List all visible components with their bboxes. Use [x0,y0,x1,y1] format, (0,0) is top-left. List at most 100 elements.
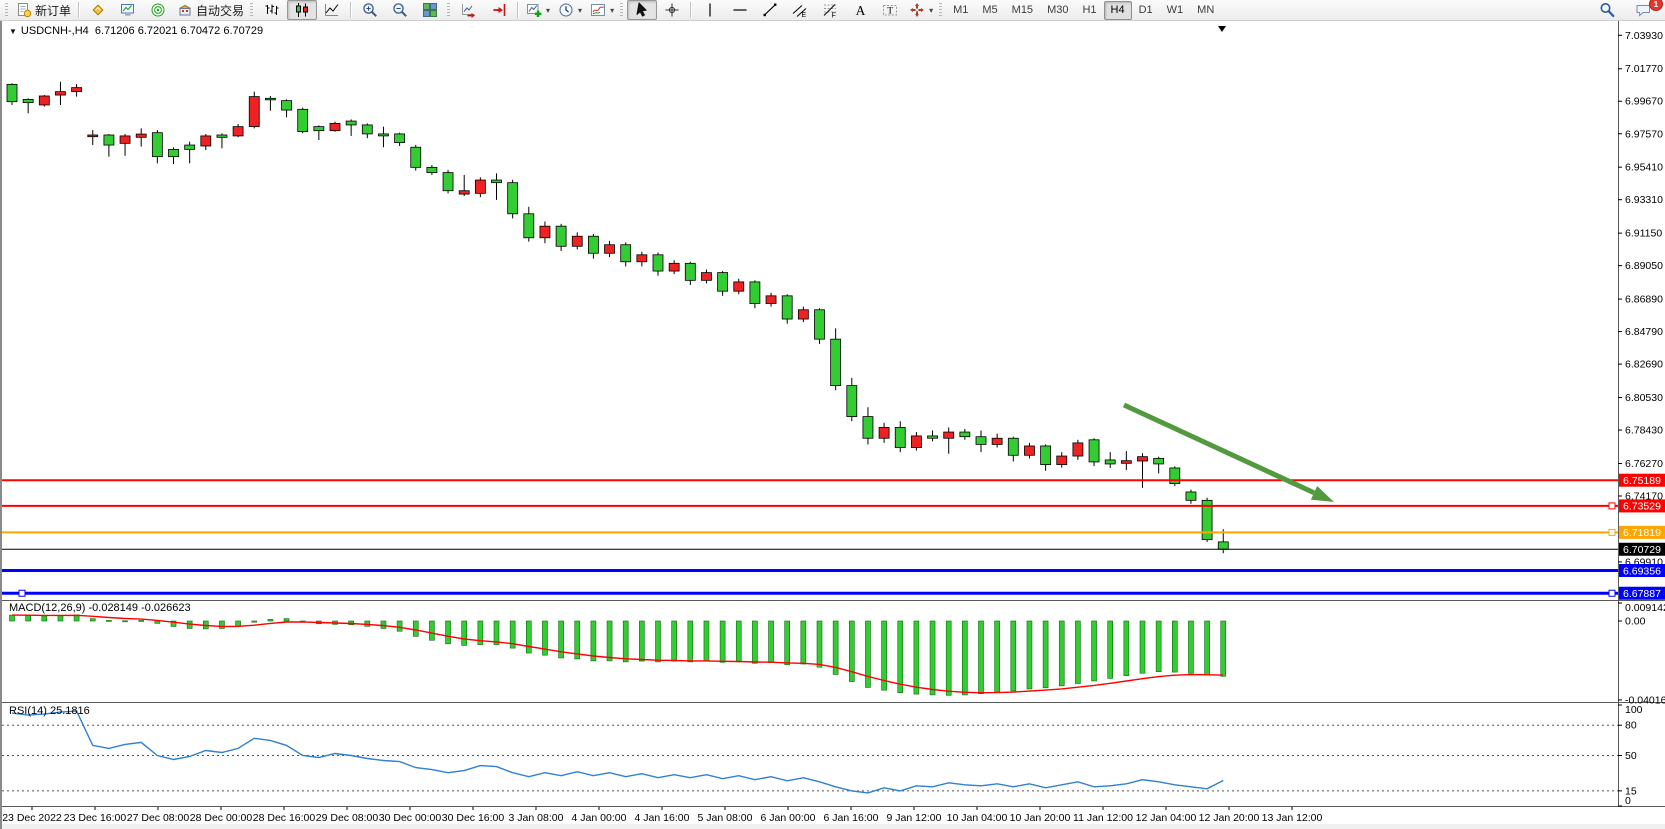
fibonacci-button[interactable]: F [815,0,845,20]
macd-bar [897,620,904,694]
timeframe-button-m15[interactable]: M15 [1011,4,1034,16]
template-button[interactable]: ▾ [586,0,618,20]
dropdown-caret-icon: ▾ [610,5,615,15]
toolbar-grip [5,3,8,17]
macd-bar [832,620,839,675]
chart-window: 7.03930 7.01770 6.99670 6.97570 6.95410 6.933… [0,21,1665,829]
candle-body [523,213,535,239]
svg-text:0: 0 [1625,795,1631,807]
macd-bar [106,620,112,622]
timeframe-button-m5[interactable]: M5 [982,4,998,16]
candle-body [1056,455,1068,465]
arrows-button[interactable]: ▾ [905,0,937,20]
candle-body [959,431,971,438]
line-handle[interactable] [1608,589,1616,597]
timeframe-button-h1[interactable]: H1 [1082,4,1097,16]
candle-body [975,436,987,445]
candle-body [426,166,438,174]
macd-bar [639,620,645,662]
macd-bar [881,620,887,691]
macd-bar [122,620,128,623]
svg-text:5 Jan 08:00: 5 Jan 08:00 [698,812,753,824]
crosshair-button[interactable] [657,0,687,20]
candle-body [571,235,583,247]
notifications-button[interactable]: 1 [1628,0,1663,20]
candlestick-chart-button[interactable] [287,0,318,20]
zoom-in-button[interactable] [355,0,385,20]
chart-shift-icon [493,4,506,16]
tile-windows-button[interactable] [415,0,445,20]
auto-scroll-button[interactable] [454,0,484,20]
rsi-pane: 100 80 50 150 [2,704,1643,807]
macd-pane: 0.009142 0.00 -0.040162 [9,602,1665,706]
price-axis[interactable]: 7.03930 7.01770 6.99670 6.97570 6.95410 6.933… [1618,30,1663,569]
new-chart-button[interactable]: ▾ [522,0,554,20]
bar-chart-button[interactable] [257,0,287,20]
crosshair-icon [665,3,679,17]
timeframe-button-w1[interactable]: W1 [1166,4,1184,16]
candle-body [378,133,389,137]
trendline-button[interactable] [755,0,785,20]
timeframe-button-d1[interactable]: D1 [1138,4,1153,16]
macd-bar [978,620,984,695]
vertical-line-button[interactable] [695,0,725,20]
timeframe-button-m1[interactable]: M1 [953,4,969,16]
equidistant-channel-button[interactable]: E [785,0,815,20]
cursor-icon [636,2,647,17]
symbol-dropdown-icon[interactable]: ▼ [9,27,17,36]
svg-text:11 Jan 12:00: 11 Jan 12:00 [1073,812,1133,824]
toolbar-separator [517,2,520,18]
horizontal-line-button[interactable] [725,0,755,20]
svg-text:6.91150: 6.91150 [1625,228,1662,240]
svg-text:15: 15 [1625,785,1637,797]
timeframe-button-mn[interactable]: MN [1197,4,1215,16]
macd-bar [429,620,435,641]
svg-text:50: 50 [1625,750,1637,762]
macd-bar [784,620,791,665]
candle-body [1153,457,1165,465]
macd-bar [800,620,807,665]
period-button[interactable]: ▾ [554,0,586,20]
terminal-monitor-button[interactable] [113,0,143,20]
svg-text:6.86890: 6.86890 [1625,294,1663,306]
time-axis[interactable]: 23 Dec 2022 23 Dec 16:00 27 Dec 08:00 28 De… [2,807,1323,824]
macd-bar [1155,620,1162,672]
cursor-button[interactable] [627,0,658,20]
svg-text:10 Jan 04:00: 10 Jan 04:00 [947,812,1008,824]
candle-body [491,179,502,184]
timeframe-button-m30[interactable]: M30 [1047,4,1069,16]
search-button[interactable] [1592,0,1622,20]
line-handle[interactable] [18,589,26,597]
radar-icon [151,3,165,17]
svg-text:29 Dec 08:00: 29 Dec 08:00 [316,812,379,824]
text-label-button[interactable]: T [875,0,905,20]
svg-text:T: T [887,7,893,17]
line-handle[interactable] [1608,502,1616,510]
candle-body [71,87,82,93]
timeframe-button-h4[interactable]: H4 [1103,0,1132,20]
line-handle[interactable] [1608,528,1616,536]
signals-radar-button[interactable] [143,0,173,20]
plugin-diamond-button[interactable] [83,0,113,20]
candle-body [620,244,632,263]
auto-trading-button[interactable]: 自动交易 [173,0,248,20]
trend-arrow-annotation[interactable] [1122,402,1334,502]
macd-bar [962,620,968,696]
svg-text:13 Jan 12:00: 13 Jan 12:00 [1262,812,1323,824]
candle-body [1185,491,1197,501]
chart-canvas[interactable]: 7.03930 7.01770 6.99670 6.97570 6.95410 6.933… [2,21,1665,829]
svg-text:28 Dec 16:00: 28 Dec 16:00 [253,812,316,824]
zoom-out-button[interactable] [385,0,415,20]
fibonacci-icon: F [823,4,837,18]
chart-shift-marker[interactable] [1218,26,1226,32]
svg-text:6.89050: 6.89050 [1625,260,1663,272]
candle-body [555,225,567,247]
line-chart-button[interactable] [317,0,347,20]
chart-shift-button[interactable] [484,0,514,20]
rsi-title: RSI(14) [9,705,47,717]
macd-bar [1220,620,1227,677]
macd-bar [493,620,500,645]
text-button[interactable]: A [845,0,875,20]
trendline-icon [763,3,777,17]
new-order-button[interactable]: 新订单 [12,0,75,20]
